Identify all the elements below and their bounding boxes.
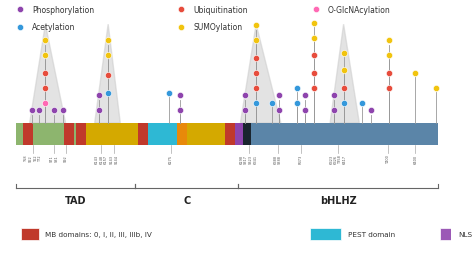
Bar [187,123,225,146]
Text: TAD: TAD [65,195,87,205]
Bar [310,228,341,240]
Bar [64,123,74,146]
Bar [86,123,138,146]
Text: O-GlcNAcylation: O-GlcNAcylation [328,6,391,15]
Bar [243,123,251,146]
Bar [251,123,305,146]
Bar [314,123,339,146]
Bar [147,123,177,146]
Text: S71
S81: S71 S81 [50,154,59,161]
Text: R373: R373 [299,154,303,164]
Bar [33,123,64,146]
Bar [377,123,438,146]
Bar [225,123,235,146]
Polygon shape [30,25,65,123]
Text: K388
S388: K388 S388 [273,154,282,163]
Bar [235,123,243,146]
Text: S143
S144: S143 S144 [109,154,118,163]
Bar [74,123,76,146]
Bar [305,123,314,146]
Bar [339,123,349,146]
Text: PEST domain: PEST domain [348,231,395,237]
Polygon shape [240,25,281,123]
Text: K400: K400 [413,154,417,163]
Bar [177,123,187,146]
Text: T400: T400 [386,154,391,163]
Bar [349,123,359,146]
Bar [23,123,33,146]
Bar [16,123,23,146]
Bar [138,123,147,146]
Text: K143
K148
K157: K143 K148 K157 [95,154,108,163]
Text: K323
K326
T358
K417: K323 K326 T358 K417 [329,154,347,163]
Bar [359,123,377,146]
Text: Ubiquitination: Ubiquitination [193,6,248,15]
Text: Acetylation: Acetylation [32,23,75,32]
Text: K275: K275 [169,154,173,163]
Bar [76,123,86,146]
Text: T58
S62
T62
T72: T58 S62 T62 T72 [24,154,42,161]
Polygon shape [330,25,359,123]
Text: Phosphorylation: Phosphorylation [32,6,94,15]
Text: K298
S317
S323
K341: K298 S317 S323 K341 [240,154,257,163]
Text: MB domains: 0, I, II, III, IIIb, IV: MB domains: 0, I, II, III, IIIb, IV [46,231,152,237]
Bar [440,228,452,240]
Polygon shape [95,25,120,123]
Text: C: C [183,195,190,205]
Text: NLS: NLS [458,231,473,237]
Text: S92: S92 [64,154,68,161]
Bar [21,228,39,240]
Text: SUMOylation: SUMOylation [193,23,243,32]
Text: bHLHZ: bHLHZ [320,195,356,205]
